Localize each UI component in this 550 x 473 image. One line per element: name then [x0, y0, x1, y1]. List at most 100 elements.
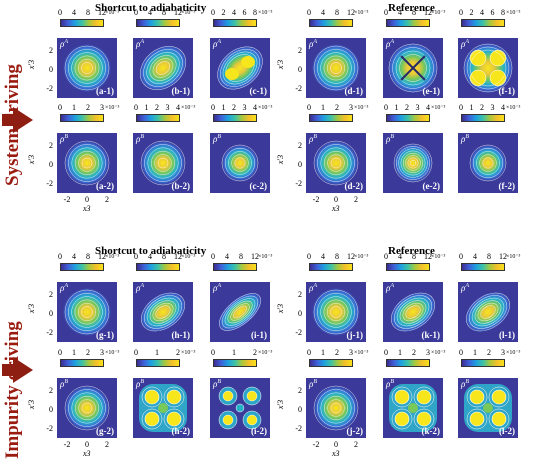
colorbar-tick: 0 — [384, 103, 388, 112]
colorbar-tick: 8 — [162, 8, 166, 17]
title-bottom-right: Reference — [388, 245, 435, 257]
colorbar-tick: 1 — [72, 348, 76, 357]
colorbar-tick: 2 — [412, 348, 416, 357]
colorbar-tick: 0 — [58, 348, 62, 357]
colorbar-tick: 8 — [162, 252, 166, 261]
rho-label: ρA — [213, 283, 221, 293]
colorbar-k2 — [386, 359, 430, 367]
x-tick: 0 — [85, 195, 89, 204]
density-plot-i1 — [210, 282, 270, 342]
colorbar-ticks-j2: 0 1 2 3 — [307, 348, 353, 358]
colorbar-tick: 2 — [335, 348, 339, 357]
colorbar-tick: 3 — [349, 103, 353, 112]
x-axis-label-j2: x3 — [332, 449, 340, 458]
colorbar-tick: 8 — [253, 8, 257, 17]
y-tick: 0 — [49, 160, 53, 169]
panel-label: (g-1) — [96, 330, 114, 340]
colorbar-ticks-d2: 0 1 2 3 — [307, 103, 353, 113]
panel-label: (e-2) — [422, 181, 441, 191]
colorbar-tick: 0 — [134, 8, 138, 17]
density-plot-c1 — [210, 38, 270, 98]
colorbar-tick: 8 — [412, 252, 416, 261]
colorbar-l2 — [461, 359, 505, 367]
colorbar-tick: 12 — [174, 252, 182, 261]
x-tick: 0 — [334, 195, 338, 204]
colorbar-exponent-h1: ×10⁻³ — [181, 254, 196, 260]
y-tick: 0 — [298, 309, 302, 318]
rho-label: ρA — [213, 39, 221, 49]
rho-label: ρB — [386, 134, 394, 144]
colorbar-tick: 4 — [501, 103, 505, 112]
colorbar-tick: 12 — [347, 8, 355, 17]
y-axis-label-j2: x'3 — [276, 399, 286, 410]
panel-j2: ρB (j-2) — [306, 378, 366, 438]
panel-label: (a-2) — [96, 181, 114, 191]
x-axis-label-d2: x3 — [332, 204, 340, 213]
colorbar-tick: 3 — [100, 103, 104, 112]
colorbar-g1 — [60, 263, 104, 271]
rho-label: ρA — [60, 283, 68, 293]
y-tick: 2 — [49, 46, 53, 55]
rho-label: ρA — [461, 283, 469, 293]
y-tick: 0 — [49, 309, 53, 318]
colorbar-exponent-g2: ×10⁻³ — [105, 350, 120, 356]
panel-d1: ρA (d-1) — [306, 38, 366, 98]
y-axis-label-d2: x'3 — [276, 154, 286, 165]
colorbar-tick: 4 — [253, 103, 257, 112]
colorbar-tick: 4 — [225, 252, 229, 261]
density-plot-b1 — [133, 38, 193, 98]
density-plot-e2 — [383, 133, 443, 193]
panel-label: (b-2) — [171, 181, 191, 191]
y-tick: 2 — [49, 141, 53, 150]
colorbar-tick: 2 — [155, 103, 159, 112]
y-axis-label-g1: x'3 — [27, 303, 37, 314]
colorbar-d1 — [309, 19, 353, 27]
panel-label: (f-2) — [498, 181, 516, 191]
colorbar-a1 — [60, 19, 104, 27]
x-tick: 2 — [354, 195, 358, 204]
colorbar-tick: 1 — [473, 348, 477, 357]
panel-f1: ρA (f-1) — [458, 38, 518, 98]
colorbar-tick: 6 — [242, 8, 247, 17]
colorbar-tick: 3 — [415, 103, 420, 112]
title-top-left: Shortcut to adiabaticity — [95, 2, 207, 14]
colorbar-tick: 2 — [335, 103, 339, 112]
arrow-system-icon — [13, 107, 33, 133]
colorbar-g2 — [60, 359, 104, 367]
colorbar-exponent-k2: ×10⁻³ — [431, 350, 446, 356]
panel-label: (i-2) — [251, 426, 267, 436]
colorbar-exponent-a2: ×10⁻³ — [105, 105, 120, 111]
colorbar-tick: 2 — [221, 8, 226, 17]
panel-label: (l-1) — [499, 330, 515, 340]
colorbar-c1 — [213, 19, 257, 27]
colorbar-b1 — [136, 19, 180, 27]
panel-g2: ρB (g-2) — [57, 378, 117, 438]
colorbar-tick: 1 — [398, 348, 402, 357]
panel-label: (k-1) — [421, 330, 441, 340]
colorbar-tick: 8 — [86, 8, 90, 17]
rho-label: ρB — [309, 134, 317, 144]
colorbar-exponent-j1: ×10⁻³ — [354, 254, 369, 260]
title-top-right: Reference — [388, 2, 435, 14]
colorbar-exponent-k1: ×10⁻³ — [431, 254, 446, 260]
colorbar-tick: 8 — [487, 252, 491, 261]
y-tick: -2 — [46, 424, 53, 433]
colorbar-h2 — [136, 359, 180, 367]
rho-label: ρA — [309, 39, 317, 49]
colorbar-exponent-g1: ×10⁻³ — [105, 254, 120, 260]
panel-i2: ρB (i-2) — [210, 378, 270, 438]
y-tick: -2 — [46, 84, 53, 93]
panel-label: (e-1) — [422, 86, 441, 96]
colorbar-tick: 0 — [384, 8, 388, 17]
colorbar-tick: 3 — [501, 348, 505, 357]
x-tick: 2 — [105, 440, 109, 449]
colorbar-exponent-c2: ×10⁻³ — [258, 105, 273, 111]
rho-label: ρB — [309, 379, 317, 389]
y-tick: -2 — [295, 328, 302, 337]
panel-c2: ρB (c-2) — [210, 133, 270, 193]
colorbar-tick: 0 — [58, 252, 62, 261]
colorbar-tick: 4 — [426, 103, 430, 112]
density-plot-a1 — [57, 38, 117, 98]
y-tick: -2 — [295, 424, 302, 433]
panel-c1: ρA (c-1) — [210, 38, 270, 98]
